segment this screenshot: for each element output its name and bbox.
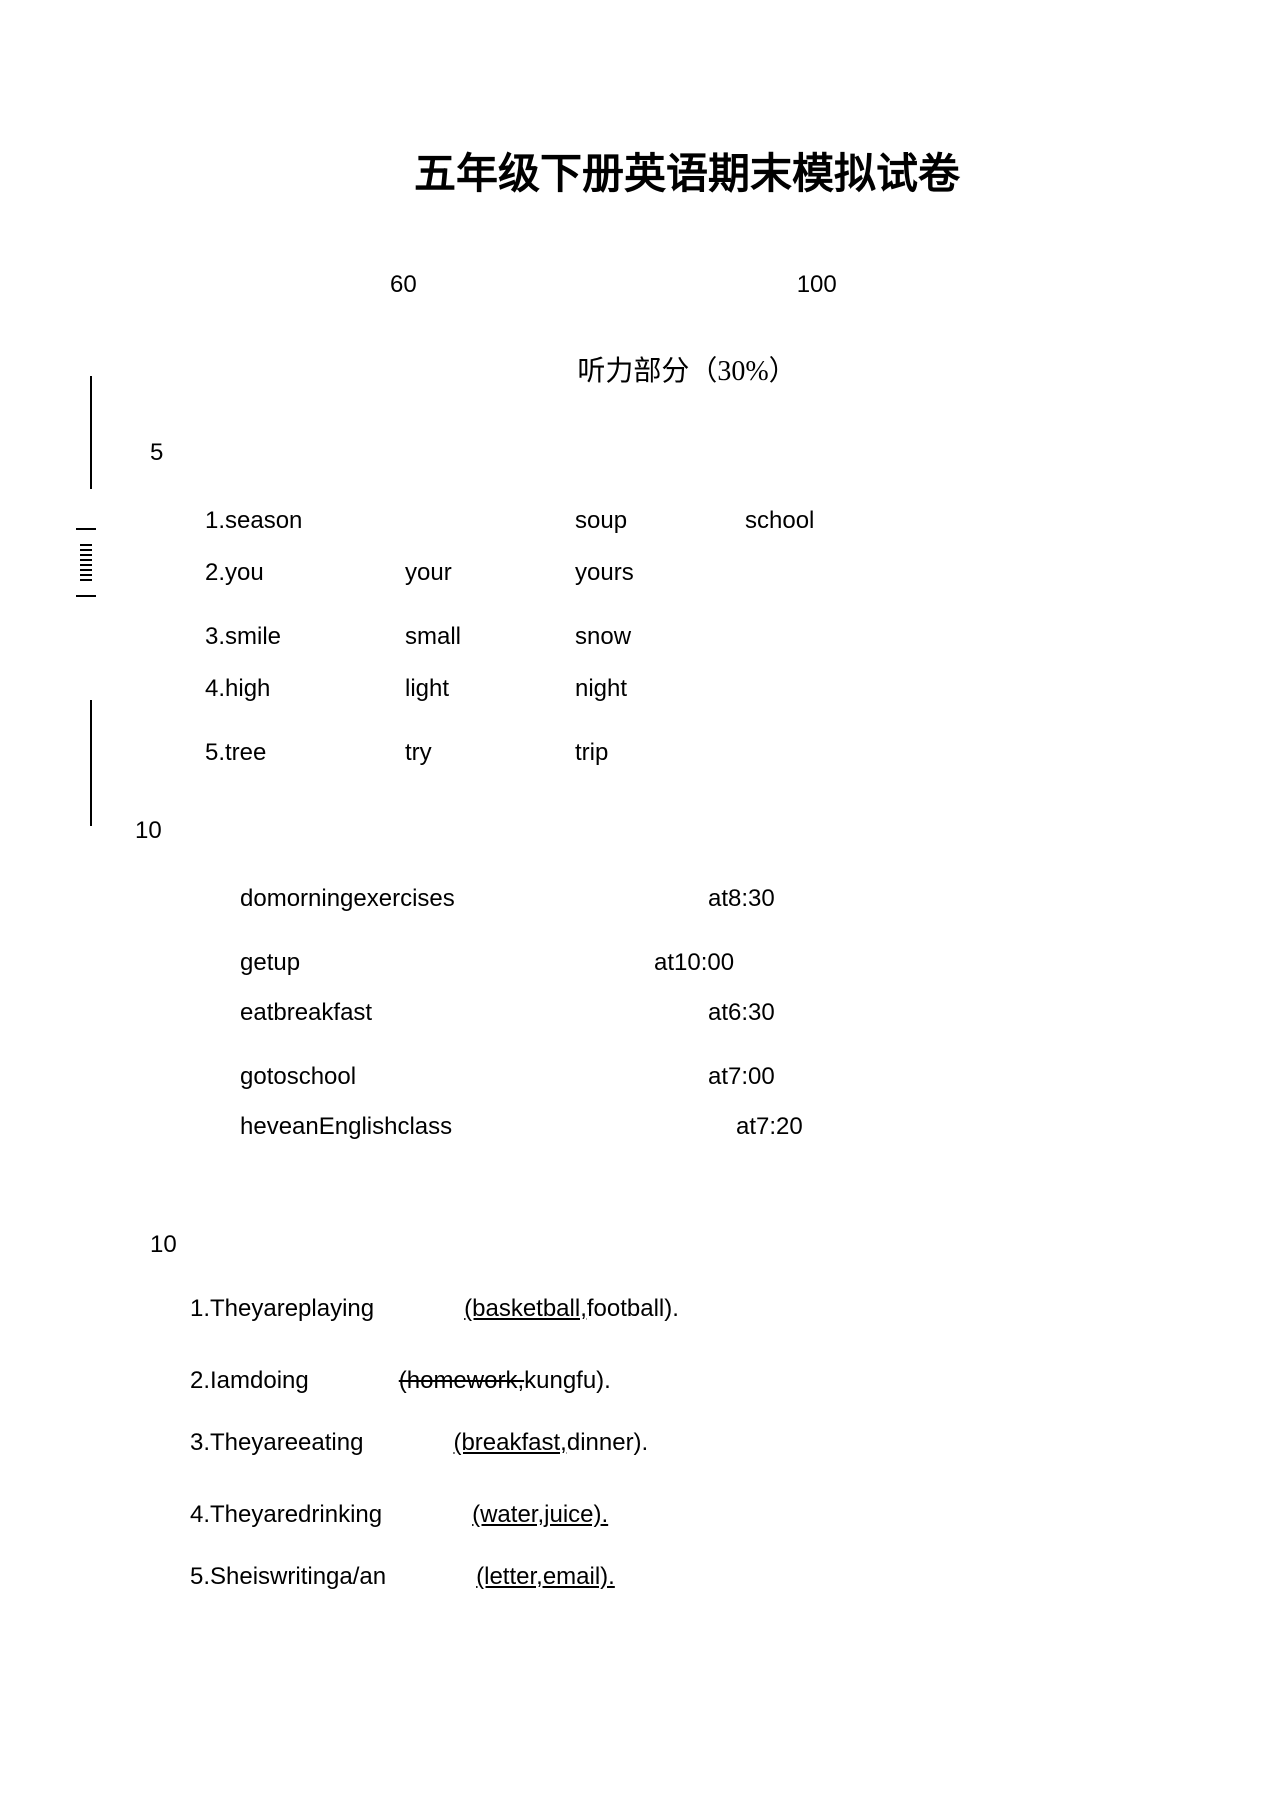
q2-time: at7:00 bbox=[708, 1063, 775, 1091]
q3-item: 5.Sheiswritinga/an (letter,email). bbox=[190, 1563, 1164, 1591]
q1-cell: 4.high bbox=[205, 675, 405, 703]
q2-row: heveanEnglishclass at7:20 bbox=[240, 1113, 1164, 1141]
q1-cell: your bbox=[405, 559, 575, 587]
q1-cell: school bbox=[745, 507, 895, 535]
q3-prefix: Iamdoing bbox=[210, 1367, 309, 1394]
q1-cell: small bbox=[405, 623, 575, 651]
q3-prefix: Sheiswritinga/an bbox=[210, 1563, 386, 1590]
meta-duration: 60 bbox=[390, 271, 417, 299]
q3-underline: (water,juice). bbox=[472, 1501, 608, 1528]
q2-table: domorningexercises at8:30 getup at10:00 … bbox=[240, 885, 1164, 1141]
q3-item: 4.Theyaredrinking (water,juice). bbox=[190, 1501, 1164, 1529]
q1-cell bbox=[745, 559, 895, 587]
q1-cell: 5.tree bbox=[205, 739, 405, 767]
q2-time: at8:30 bbox=[708, 885, 775, 913]
q1-row: 4.high light night bbox=[205, 675, 1164, 703]
q1-table: 1.season soup school 2.you your yours 3.… bbox=[205, 507, 1164, 767]
q3-num: 1. bbox=[190, 1295, 210, 1322]
q1-cell bbox=[745, 623, 895, 651]
q1-cell: light bbox=[405, 675, 575, 703]
q2-time: at10:00 bbox=[654, 949, 734, 977]
q1-cell bbox=[745, 675, 895, 703]
q1-cell: try bbox=[405, 739, 575, 767]
q1-cell: night bbox=[575, 675, 745, 703]
listening-subtitle: 听力部分（30%） bbox=[210, 349, 1164, 389]
q2-row: getup at10:00 bbox=[240, 949, 1164, 977]
q3-strike: (homework, bbox=[399, 1367, 524, 1394]
q2-activity: getup bbox=[240, 949, 600, 977]
q3-num: 5. bbox=[190, 1563, 210, 1590]
meta-row: 60 100 bbox=[390, 271, 1164, 299]
q3-item: 1.Theyareplaying (basketball,football). bbox=[190, 1295, 1164, 1323]
q2-row: domorningexercises at8:30 bbox=[240, 885, 1164, 913]
page-content: 五年级下册英语期末模拟试卷 60 100 听力部分（30%） 5 1.seaso… bbox=[0, 0, 1274, 1685]
q2-activity: eatbreakfast bbox=[240, 999, 600, 1027]
q1-cell: 2.you bbox=[205, 559, 405, 587]
q3-rest: dinner). bbox=[567, 1429, 648, 1456]
section-1-number: 5 bbox=[150, 439, 1164, 467]
q1-row: 2.you your yours bbox=[205, 559, 1164, 587]
section-2-number: 10 bbox=[135, 817, 1164, 845]
meta-total: 100 bbox=[797, 271, 837, 299]
q3-prefix: Theyareeating bbox=[210, 1429, 363, 1456]
q1-cell: 3.smile bbox=[205, 623, 405, 651]
q1-cell: 1.season bbox=[205, 507, 405, 535]
q1-cell: soup bbox=[575, 507, 745, 535]
q3-rest: football). bbox=[587, 1295, 679, 1322]
q2-row: gotoschool at7:00 bbox=[240, 1063, 1164, 1091]
q3-item: 2.Iamdoing (homework,kungfu). bbox=[190, 1367, 1164, 1395]
q2-activity: domorningexercises bbox=[240, 885, 600, 913]
q1-row: 3.smile small snow bbox=[205, 623, 1164, 651]
q1-cell bbox=[405, 507, 575, 535]
q3-num: 3. bbox=[190, 1429, 210, 1456]
q3-item: 3.Theyareeating (breakfast,dinner). bbox=[190, 1429, 1164, 1457]
q3-num: 2. bbox=[190, 1367, 210, 1394]
q3-num: 4. bbox=[190, 1501, 210, 1528]
q2-time: at6:30 bbox=[708, 999, 775, 1027]
q1-row: 5.tree try trip bbox=[205, 739, 1164, 767]
q1-cell: yours bbox=[575, 559, 745, 587]
q2-activity: gotoschool bbox=[240, 1063, 600, 1091]
q3-prefix: Theyaredrinking bbox=[210, 1501, 382, 1528]
q3-underline: (basketball, bbox=[464, 1295, 587, 1322]
q2-activity: heveanEnglishclass bbox=[240, 1113, 600, 1141]
page-title: 五年级下册英语期末模拟试卷 bbox=[210, 140, 1164, 201]
q3-underline: (breakfast, bbox=[453, 1429, 566, 1456]
q3-prefix: Theyareplaying bbox=[210, 1295, 374, 1322]
q1-cell: trip bbox=[575, 739, 745, 767]
q3-rest: kungfu). bbox=[524, 1367, 611, 1394]
section-3-number: 10 bbox=[150, 1231, 1164, 1259]
q3-underline: (letter,email). bbox=[476, 1563, 615, 1590]
q2-row: eatbreakfast at6:30 bbox=[240, 999, 1164, 1027]
q2-time: at7:20 bbox=[736, 1113, 803, 1141]
q1-cell: snow bbox=[575, 623, 745, 651]
q1-row: 1.season soup school bbox=[205, 507, 1164, 535]
q1-cell bbox=[745, 739, 895, 767]
q3-list: 1.Theyareplaying (basketball,football). 2… bbox=[190, 1295, 1164, 1591]
